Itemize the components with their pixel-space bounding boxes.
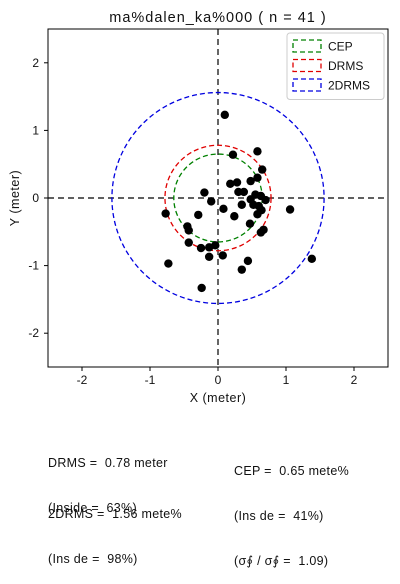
data-point <box>219 204 228 214</box>
data-point <box>258 165 267 174</box>
data-point <box>256 228 266 237</box>
data-point <box>253 173 262 182</box>
data-point <box>207 197 216 206</box>
y-tick-label: 0 <box>32 191 39 205</box>
data-point <box>237 265 246 274</box>
chart-title: ma%dalen_ka%000 ( n = 41 ) <box>109 10 326 26</box>
data-point <box>228 150 238 159</box>
data-point <box>261 195 270 205</box>
data-point <box>196 243 206 253</box>
y-axis-label: Y (meter) <box>8 170 22 226</box>
x-tick-label: 0 <box>215 373 222 387</box>
cep-inside: (Ins de = 41%) <box>234 509 324 523</box>
drms-value: DRMS = 0.78 meter <box>48 456 168 470</box>
x-axis-ticks: -2 -1 0 1 2 <box>77 367 358 387</box>
data-point <box>237 200 246 209</box>
legend-label: CEP <box>328 40 353 54</box>
x-axis-label: X (meter) <box>190 391 247 405</box>
data-point <box>253 210 262 219</box>
legend-label: 2DRMS <box>328 79 370 93</box>
data-point <box>232 178 242 187</box>
data-point <box>285 205 295 214</box>
legend-swatch <box>292 78 322 92</box>
x-tick-label: -1 <box>145 373 156 387</box>
data-point <box>243 256 253 266</box>
data-point <box>230 212 239 221</box>
data-point <box>253 147 262 156</box>
legend-swatch <box>292 58 322 73</box>
data-point <box>161 209 170 218</box>
legend-swatch <box>292 39 322 53</box>
twodrms-stats: 2DRMS = 1.56 mete% (Ins de = 98%) <box>48 477 182 582</box>
x-tick-label: 1 <box>283 373 290 387</box>
data-point <box>226 179 235 189</box>
data-point <box>218 251 227 260</box>
drms-circle <box>164 144 272 252</box>
x-tick-label: -2 <box>77 373 88 387</box>
legend-box <box>286 32 385 100</box>
data-point <box>184 238 193 247</box>
origin-lines <box>48 29 388 367</box>
data-point <box>204 243 214 252</box>
y-tick-label: -1 <box>28 259 39 273</box>
x-tick-label: 2 <box>351 373 358 387</box>
data-point <box>220 110 229 120</box>
cep-stats: CEP = 0.65 mete% (Ins de = 41%) (σ∮ / σ∮… <box>234 434 349 584</box>
data-points <box>161 110 317 293</box>
scatter-chart: ma%dalen_ka%000 ( n = 41 ) -2 -1 0 1 2 -2 -1 0… <box>8 10 389 405</box>
data-point <box>184 226 193 235</box>
data-point <box>164 259 173 268</box>
cep-value: CEP = 0.65 mete% <box>234 464 349 478</box>
data-point <box>197 283 206 293</box>
2drms-circle <box>111 91 325 305</box>
data-point <box>234 187 243 197</box>
sigma-ratio: (σ∮ / σ∮ = 1.09) <box>234 554 329 568</box>
data-point <box>194 210 203 220</box>
data-point <box>307 254 317 264</box>
data-point <box>245 219 255 228</box>
drms-stats: DRMS = 0.78 meter (Inside = 63%) <box>48 426 168 531</box>
y-tick-label: -2 <box>28 326 39 340</box>
drms-inside: (Inside = 63%) <box>48 501 137 515</box>
y-tick-label: 1 <box>32 123 39 137</box>
y-axis-ticks: -2 -1 0 1 2 <box>28 56 48 340</box>
data-point <box>200 188 209 197</box>
chart-legend: CEP DRMS 2DRMS <box>286 32 385 100</box>
legend-label: DRMS <box>328 59 363 73</box>
twodrms-value: 2DRMS = 1.56 mete% <box>48 507 182 521</box>
y-tick-label: 2 <box>32 56 39 70</box>
data-point <box>204 252 214 262</box>
data-point <box>246 176 255 186</box>
twodrms-inside: (Ins de = 98%) <box>48 552 138 566</box>
